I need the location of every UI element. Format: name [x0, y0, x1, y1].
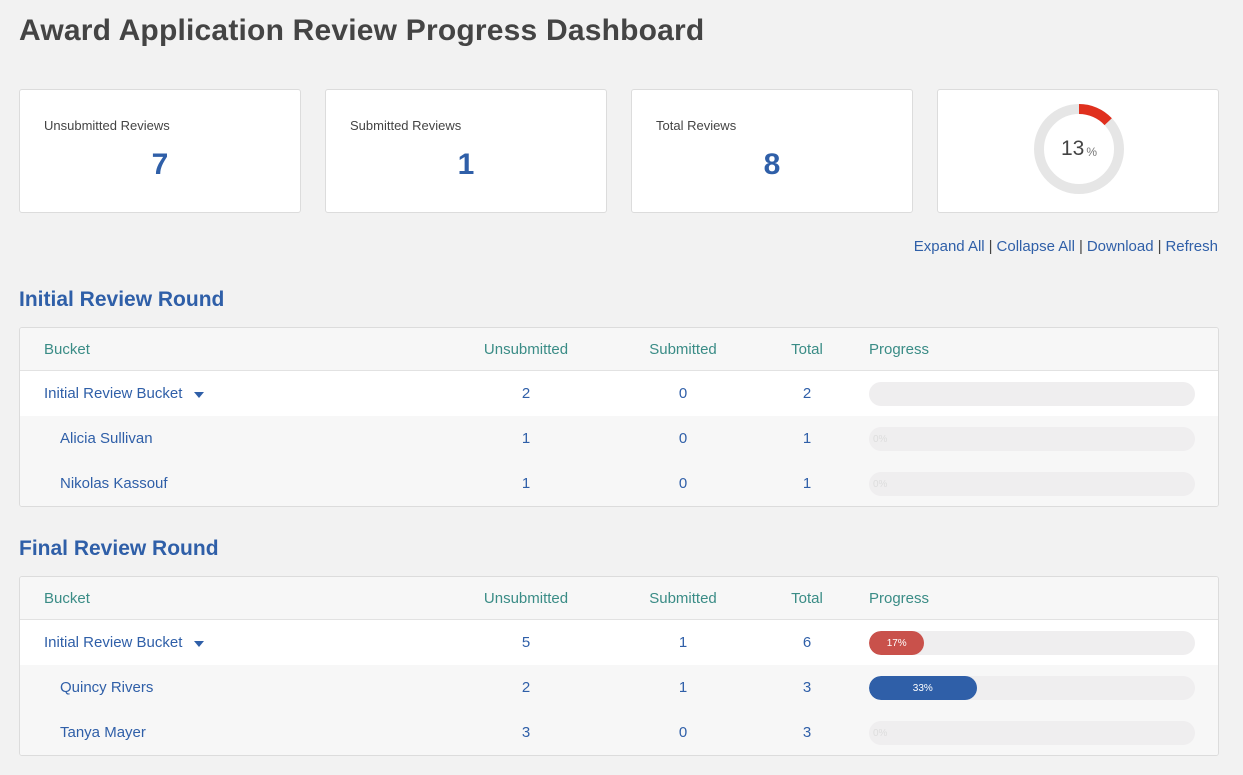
progress-bar: 0% — [869, 721, 1195, 745]
reviewer-row: Quincy Rivers 2 1 3 33% — [20, 665, 1218, 710]
total-count: 6 — [802, 634, 812, 651]
total-count: 2 — [802, 385, 812, 402]
total-reviews-card: Total Reviews 8 — [631, 89, 913, 213]
unsubmitted-count: 1 — [521, 475, 531, 492]
reviewer-name[interactable]: Nikolas Kassouf — [60, 475, 168, 492]
progress-fill: 0% — [873, 727, 888, 739]
col-bucket: Bucket — [44, 340, 90, 358]
donut-arc — [1034, 104, 1124, 194]
unsubmitted-reviews-label: Unsubmitted Reviews — [44, 118, 170, 133]
submitted-reviews-count: 1 — [457, 148, 475, 181]
table-actions: Expand All | Collapse All | Download | Refresh — [914, 238, 1218, 255]
submitted-count: 1 — [678, 634, 688, 651]
action-separator: | — [1157, 238, 1162, 255]
bucket-row[interactable]: Initial Review Bucket 2 0 2 — [20, 371, 1218, 416]
unsubmitted-count: 3 — [521, 724, 531, 741]
total-count: 1 — [802, 430, 812, 447]
unsubmitted-reviews-card: Unsubmitted Reviews 7 — [19, 89, 301, 213]
action-separator: | — [988, 238, 993, 255]
refresh-link[interactable]: Refresh — [1165, 238, 1218, 255]
submitted-count: 0 — [678, 724, 688, 741]
submitted-count: 0 — [678, 430, 688, 447]
expand-all-link[interactable]: Expand All — [913, 238, 985, 255]
round-title-initial: Initial Review Round — [19, 288, 225, 311]
progress-bar: 0% — [869, 427, 1195, 451]
caret-down-icon[interactable] — [194, 640, 205, 647]
round-title-final: Final Review Round — [19, 537, 219, 560]
unsubmitted-reviews-count: 7 — [151, 148, 169, 181]
bucket-row[interactable]: Initial Review Bucket 5 1 6 17% — [20, 620, 1218, 665]
submitted-reviews-card: Submitted Reviews 1 — [325, 89, 607, 213]
total-count: 1 — [802, 475, 812, 492]
bucket-label[interactable]: Initial Review Bucket — [44, 385, 183, 402]
total-count: 3 — [802, 724, 812, 741]
reviewer-name[interactable]: Quincy Rivers — [60, 679, 154, 696]
submitted-reviews-label: Submitted Reviews — [350, 118, 462, 133]
total-reviews-count: 8 — [763, 148, 781, 181]
round-table-final: Bucket Unsubmitted Submitted Total Progr… — [19, 576, 1219, 756]
unsubmitted-count: 1 — [521, 430, 531, 447]
page-title: Award Application Review Progress Dashbo… — [19, 14, 705, 47]
bucket-name[interactable]: Initial Review Bucket — [44, 371, 205, 416]
progress-bar — [869, 382, 1195, 406]
progress-fill: 17% — [869, 631, 925, 655]
col-bucket: Bucket — [44, 589, 90, 607]
total-reviews-label: Total Reviews — [656, 118, 737, 133]
reviewer-row: Nikolas Kassouf 1 0 1 0% — [20, 461, 1218, 506]
progress-fill: 0% — [873, 478, 888, 490]
progress-fill: 33% — [869, 676, 977, 700]
col-submitted: Submitted — [649, 340, 717, 358]
download-link[interactable]: Download — [1086, 238, 1154, 255]
progress-fill — [869, 382, 889, 406]
table-header: Bucket Unsubmitted Submitted Total Progr… — [20, 577, 1218, 620]
completion-card: 13% — [937, 89, 1219, 213]
completion-value: 13% — [1032, 102, 1126, 196]
progress-bar: 17% — [869, 631, 1195, 655]
col-progress: Progress — [869, 589, 930, 607]
submitted-count: 0 — [678, 475, 688, 492]
progress-bar: 33% — [869, 676, 1195, 700]
progress-bar: 0% — [869, 472, 1195, 496]
reviewer-name[interactable]: Alicia Sullivan — [60, 430, 153, 447]
action-separator: | — [1078, 238, 1083, 255]
total-count: 3 — [802, 679, 812, 696]
round-table-initial: Bucket Unsubmitted Submitted Total Progr… — [19, 327, 1219, 507]
collapse-all-link[interactable]: Collapse All — [996, 238, 1075, 255]
col-total: Total — [791, 340, 823, 358]
unsubmitted-count: 5 — [521, 634, 531, 651]
unsubmitted-count: 2 — [521, 679, 531, 696]
unsubmitted-count: 2 — [521, 385, 531, 402]
caret-down-icon[interactable] — [194, 391, 205, 398]
progress-fill: 0% — [873, 433, 888, 445]
col-unsubmitted: Unsubmitted — [483, 589, 569, 607]
table-header: Bucket Unsubmitted Submitted Total Progr… — [20, 328, 1218, 371]
col-progress: Progress — [869, 340, 930, 358]
col-total: Total — [791, 589, 823, 607]
submitted-count: 0 — [678, 385, 688, 402]
col-unsubmitted: Unsubmitted — [483, 340, 569, 358]
completion-number: 13 — [1060, 137, 1085, 160]
bucket-name[interactable]: Initial Review Bucket — [44, 620, 205, 665]
completion-donut — [1034, 104, 1124, 194]
reviewer-name[interactable]: Tanya Mayer — [60, 724, 146, 741]
bucket-label[interactable]: Initial Review Bucket — [44, 634, 183, 651]
completion-unit: % — [1086, 145, 1098, 159]
col-submitted: Submitted — [649, 589, 717, 607]
submitted-count: 1 — [678, 679, 688, 696]
reviewer-row: Tanya Mayer 3 0 3 0% — [20, 710, 1218, 755]
reviewer-row: Alicia Sullivan 1 0 1 0% — [20, 416, 1218, 461]
